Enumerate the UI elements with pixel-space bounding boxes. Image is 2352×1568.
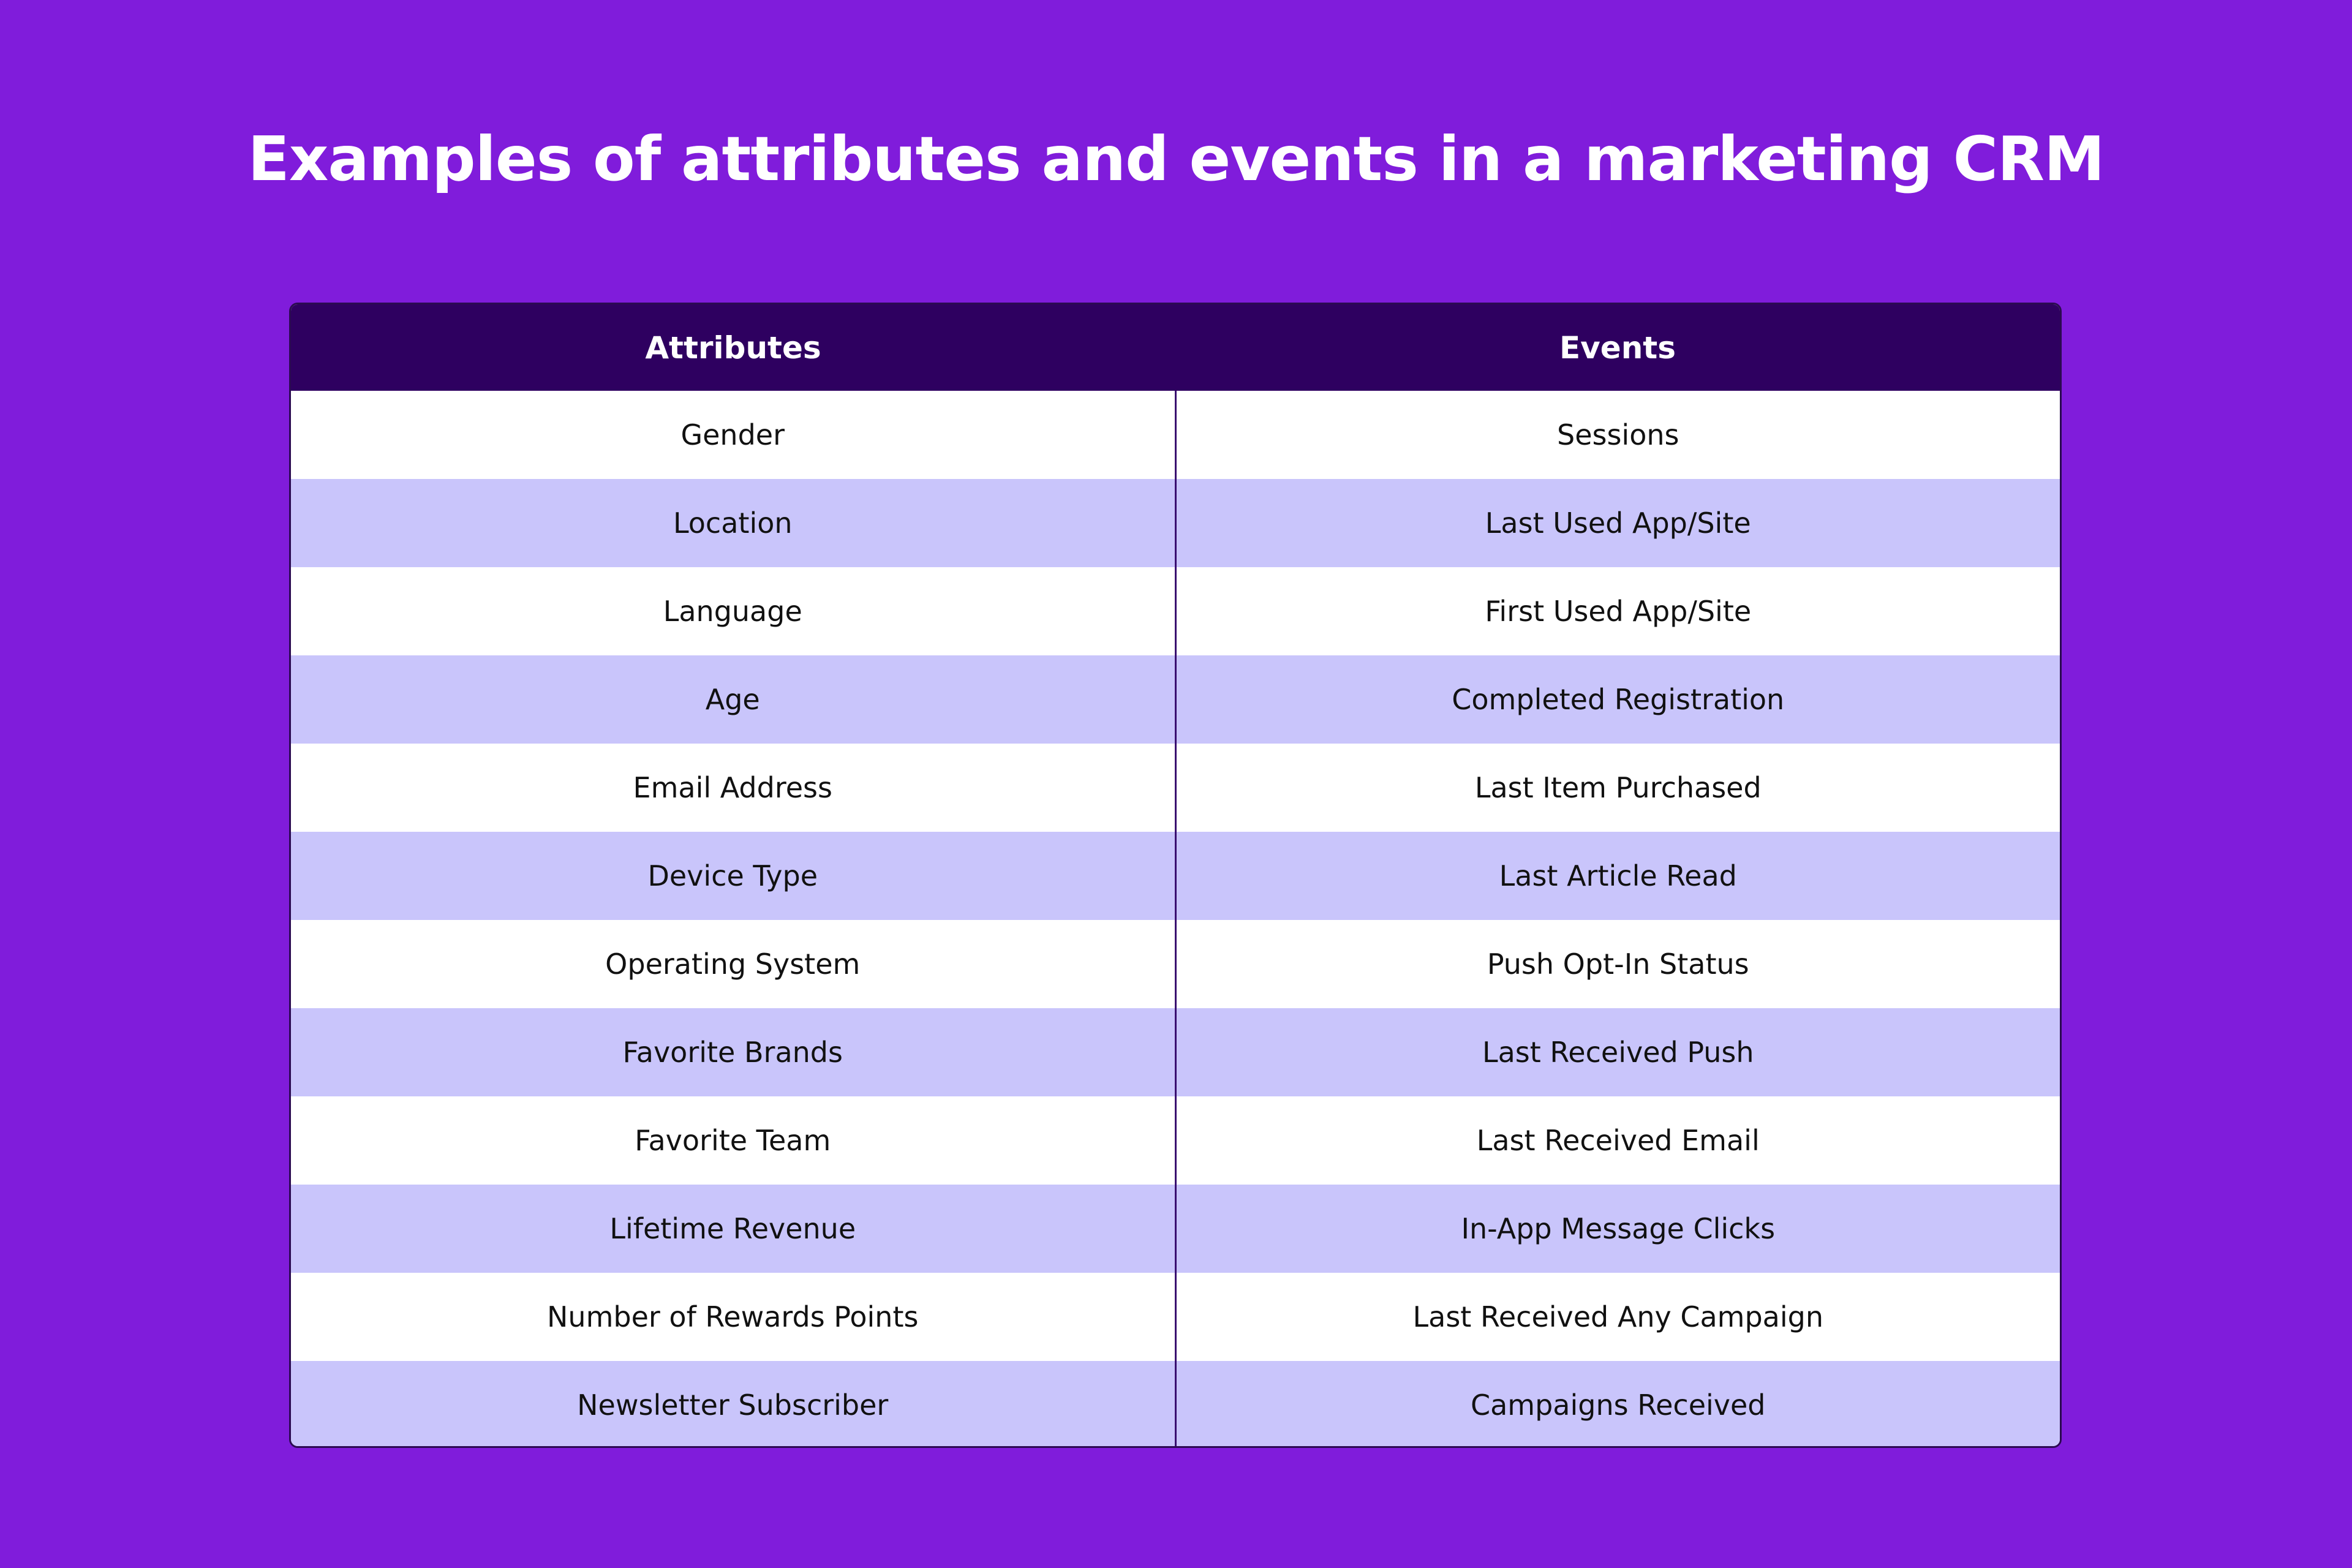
crm-table-container: Attributes Events Gender Sessions Locati…	[289, 303, 2062, 1448]
attribute-cell: Gender	[291, 391, 1177, 479]
attribute-cell: Device Type	[291, 832, 1177, 920]
table-row: Operating System Push Opt-In Status	[291, 920, 2060, 1008]
table-row: Age Completed Registration	[291, 655, 2060, 744]
attribute-cell: Age	[291, 655, 1177, 744]
table-body: Gender Sessions Location Last Used App/S…	[291, 391, 2060, 1446]
attribute-cell: Newsletter Subscriber	[291, 1361, 1177, 1446]
attribute-cell: Location	[291, 479, 1177, 567]
table-row: Newsletter Subscriber Campaigns Received	[291, 1361, 2060, 1446]
header-events: Events	[1175, 304, 2060, 391]
event-cell: Completed Registration	[1175, 655, 2060, 744]
attribute-cell: Favorite Team	[291, 1096, 1177, 1185]
event-cell: First Used App/Site	[1175, 567, 2060, 655]
table-row: Gender Sessions	[291, 391, 2060, 479]
event-cell: Last Received Email	[1175, 1096, 2060, 1185]
attribute-cell: Language	[291, 567, 1177, 655]
attribute-cell: Operating System	[291, 920, 1177, 1008]
event-cell: Last Used App/Site	[1175, 479, 2060, 567]
table-row: Device Type Last Article Read	[291, 832, 2060, 920]
table-row: Language First Used App/Site	[291, 567, 2060, 655]
table-row: Lifetime Revenue In-App Message Clicks	[291, 1185, 2060, 1273]
event-cell: In-App Message Clicks	[1175, 1185, 2060, 1273]
table-row: Favorite Brands Last Received Push	[291, 1008, 2060, 1096]
page-title: Examples of attributes and events in a m…	[247, 123, 2105, 195]
event-cell: Last Received Push	[1175, 1008, 2060, 1096]
table-row: Favorite Team Last Received Email	[291, 1096, 2060, 1185]
header-attributes: Attributes	[291, 304, 1175, 391]
table-row: Location Last Used App/Site	[291, 479, 2060, 567]
event-cell: Campaigns Received	[1175, 1361, 2060, 1446]
table-header-row: Attributes Events	[291, 304, 2060, 391]
attribute-cell: Email Address	[291, 744, 1177, 832]
event-cell: Last Article Read	[1175, 832, 2060, 920]
event-cell: Last Item Purchased	[1175, 744, 2060, 832]
attribute-cell: Lifetime Revenue	[291, 1185, 1177, 1273]
event-cell: Push Opt-In Status	[1175, 920, 2060, 1008]
event-cell: Sessions	[1175, 391, 2060, 479]
table-row: Email Address Last Item Purchased	[291, 744, 2060, 832]
event-cell: Last Received Any Campaign	[1175, 1273, 2060, 1361]
attribute-cell: Number of Rewards Points	[291, 1273, 1177, 1361]
attribute-cell: Favorite Brands	[291, 1008, 1177, 1096]
crm-table: Attributes Events Gender Sessions Locati…	[291, 304, 2060, 1446]
table-row: Number of Rewards Points Last Received A…	[291, 1273, 2060, 1361]
